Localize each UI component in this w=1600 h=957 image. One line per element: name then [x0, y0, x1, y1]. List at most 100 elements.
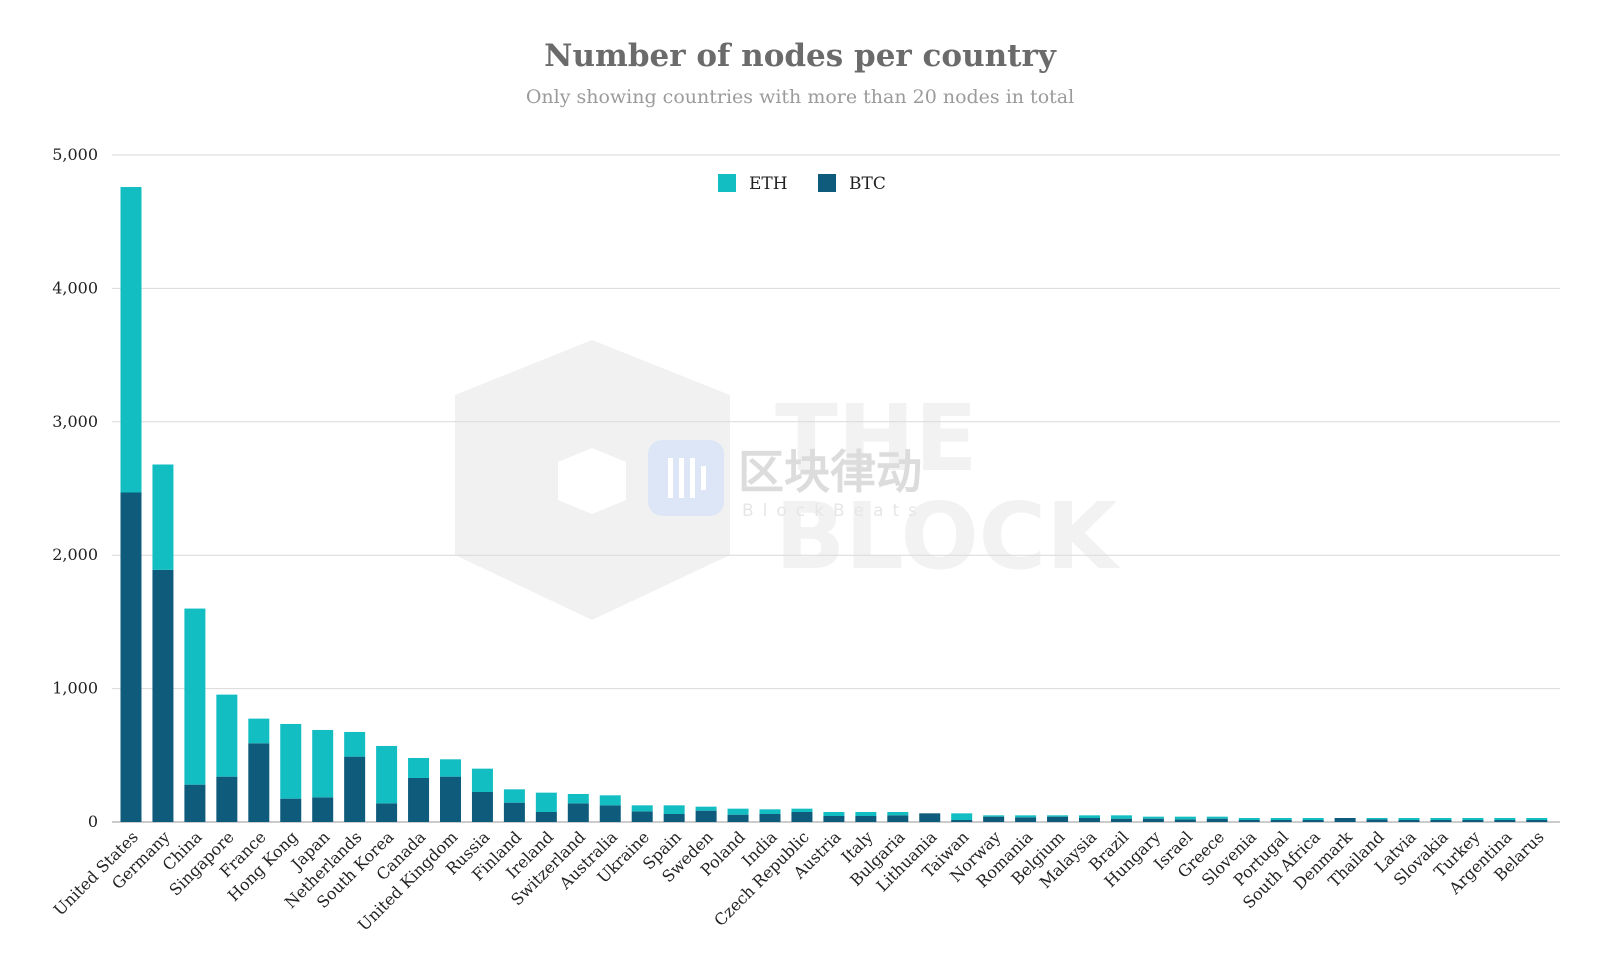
- bar-eth: [440, 759, 461, 777]
- bar-btc: [631, 811, 653, 822]
- bar-btc: [1270, 819, 1292, 822]
- bar-eth: [759, 809, 781, 814]
- bar-eth: [503, 789, 525, 803]
- bar-btc: [184, 784, 206, 822]
- bar-btc: [567, 803, 589, 822]
- bar-btc: [471, 791, 493, 822]
- bar-eth: [1398, 817, 1420, 820]
- bar-btc: [376, 803, 398, 822]
- bar-btc: [951, 819, 973, 822]
- bar-eth: [1238, 817, 1260, 820]
- y-tick-label: 0: [88, 812, 98, 831]
- bar-eth: [1430, 817, 1452, 820]
- bar-btc: [248, 743, 270, 822]
- y-tick-label: 5,000: [52, 145, 98, 164]
- bar-btc: [216, 776, 238, 822]
- bar-btc: [1110, 818, 1132, 822]
- bar-btc: [535, 811, 557, 822]
- bar-eth: [376, 745, 398, 804]
- bar-eth: [248, 718, 270, 744]
- bar-eth: [280, 723, 302, 799]
- bar-eth: [631, 805, 653, 812]
- bar-btc: [1238, 819, 1260, 822]
- watermark-block-text: BLOCK: [775, 483, 1121, 590]
- bar-btc: [855, 815, 877, 822]
- bar-eth: [1206, 816, 1228, 819]
- bar-eth: [120, 187, 142, 493]
- bar-eth: [727, 808, 749, 815]
- bar-btc: [695, 810, 717, 822]
- watermark-en-text: BlockBeats: [742, 501, 926, 521]
- blockbeats-logo-stripe-3: [690, 458, 695, 498]
- bar-btc: [727, 814, 749, 822]
- bar-btc: [503, 802, 525, 822]
- bar-btc: [1206, 818, 1228, 822]
- y-tick-label: 1,000: [52, 679, 98, 698]
- bar-btc: [1015, 817, 1037, 822]
- bar-eth: [951, 813, 973, 820]
- legend-swatch-eth: [718, 174, 736, 192]
- bar-btc: [983, 816, 1005, 822]
- bar-btc: [1174, 819, 1196, 822]
- bar-eth: [152, 464, 174, 570]
- blockbeats-logo-icon: [648, 440, 724, 516]
- bar-eth: [1366, 817, 1388, 820]
- watermark-cn-text: 区块律动: [738, 445, 922, 499]
- bar-btc: [1366, 819, 1388, 822]
- bar-btc: [1047, 816, 1069, 822]
- bar-eth: [216, 694, 238, 777]
- bar-btc: [759, 813, 781, 822]
- bar-eth: [567, 793, 589, 804]
- bar-btc: [919, 813, 941, 822]
- bar-eth: [1174, 816, 1196, 820]
- bar-eth: [695, 806, 717, 811]
- bar-eth: [599, 795, 621, 806]
- bar-eth: [1302, 817, 1324, 820]
- bar-btc: [1079, 817, 1100, 822]
- bar-eth: [184, 608, 206, 785]
- bar-eth: [983, 815, 1005, 817]
- bar-eth: [1110, 815, 1132, 819]
- bar-btc: [887, 815, 909, 822]
- bar-eth: [408, 757, 430, 778]
- watermark-the-text: THE: [775, 385, 978, 492]
- bar-eth: [1270, 817, 1292, 820]
- bar-eth: [1015, 815, 1037, 818]
- bar-btc: [1142, 818, 1164, 822]
- bar-eth: [535, 792, 557, 812]
- bar-btc: [120, 492, 142, 822]
- bar-btc: [1494, 819, 1516, 822]
- bar-btc: [408, 777, 430, 822]
- bar-btc: [280, 798, 302, 822]
- watermark-inner-cube: [558, 448, 626, 514]
- bar-eth: [1079, 815, 1100, 818]
- bar-eth: [1142, 816, 1164, 819]
- blockbeats-logo-stripe-2: [679, 458, 684, 498]
- legend-label-btc: BTC: [849, 174, 886, 194]
- bar-btc: [344, 756, 366, 822]
- bar-btc: [1302, 819, 1324, 822]
- blockbeats-logo-stripe-4: [701, 466, 706, 490]
- bar-btc: [791, 811, 813, 822]
- bar-eth: [663, 805, 685, 814]
- bar-btc: [152, 569, 174, 822]
- bar-eth: [312, 729, 334, 798]
- bar-eth: [1047, 815, 1069, 817]
- bar-btc: [823, 815, 845, 822]
- legend-label-eth: ETH: [749, 174, 788, 194]
- watermark: THE BLOCK 区块律动 BlockBeats: [455, 340, 1121, 620]
- bar-btc: [312, 797, 334, 822]
- bar-eth: [1462, 817, 1484, 820]
- bar-eth: [823, 811, 845, 816]
- bar-btc: [1398, 819, 1420, 822]
- y-tick-label: 2,000: [52, 545, 98, 564]
- bar-eth: [791, 808, 813, 812]
- bar-btc: [599, 805, 621, 822]
- bar-eth: [1494, 817, 1516, 820]
- legend-swatch-btc: [818, 174, 836, 192]
- bar-eth: [471, 768, 493, 792]
- bar-eth: [887, 811, 909, 816]
- y-tick-label: 4,000: [52, 278, 98, 297]
- bar-eth: [1526, 817, 1548, 820]
